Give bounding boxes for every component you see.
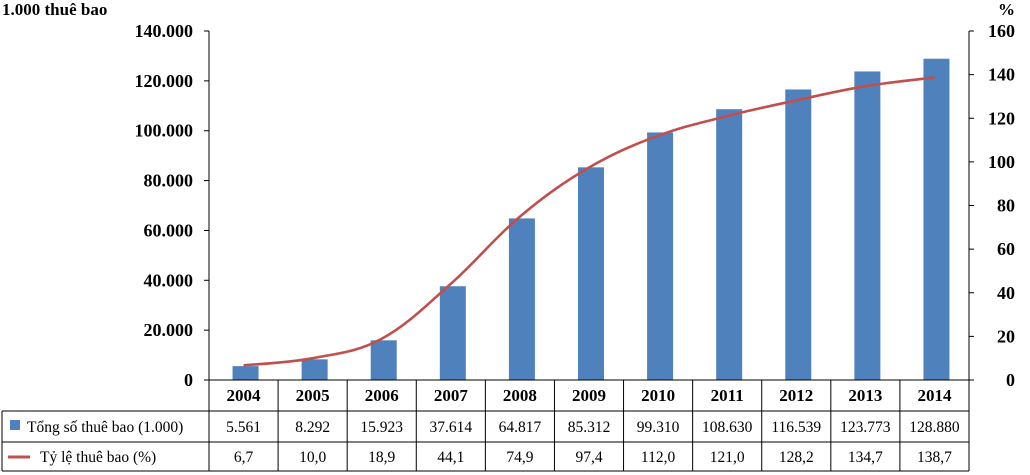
data-label-subscribers-2008: 64.817	[499, 419, 542, 436]
left-tick-label: 0	[184, 370, 193, 390]
left-tick-label: 140.000	[135, 21, 194, 41]
category-label-2011: 2011	[711, 386, 744, 405]
data-label-subscribers-2011: 108.630	[702, 419, 753, 436]
data-label-rate-2006: 18,9	[368, 449, 395, 466]
bar-2014	[923, 58, 950, 380]
bar-2007	[439, 286, 466, 380]
data-label-subscribers-2005: 8.292	[295, 419, 330, 436]
bar-2006	[370, 340, 397, 380]
data-label-subscribers-2013: 123.773	[840, 419, 891, 436]
right-tick-label: 80	[997, 196, 1015, 216]
left-tick-label: 40.000	[144, 270, 194, 290]
data-label-rate-2010: 112,0	[641, 449, 676, 466]
bar-2009	[578, 167, 604, 380]
category-label-2012: 2012	[779, 386, 813, 405]
right-tick-label: 120	[988, 108, 1015, 128]
category-label-2013: 2013	[848, 386, 882, 405]
data-label-subscribers-2007: 37.614	[430, 419, 473, 436]
right-tick-label: 100	[988, 152, 1015, 172]
left-tick-label: 100.000	[135, 121, 194, 141]
left-tick-label: 60.000	[144, 220, 194, 240]
bar-2008	[508, 218, 535, 380]
bar-2005	[301, 359, 328, 380]
right-tick-label: 140	[988, 65, 1015, 85]
data-label-rate-2012: 128,2	[779, 449, 814, 466]
category-label-2004: 2004	[227, 386, 262, 405]
right-tick-label: 160	[988, 21, 1015, 41]
data-label-rate-2014: 138,7	[917, 449, 952, 466]
data-label-rate-2009: 97,4	[575, 449, 602, 466]
bar-2011	[716, 109, 743, 380]
data-label-rate-2004: 6,7	[234, 449, 254, 466]
data-label-subscribers-2009: 85.312	[568, 419, 611, 436]
category-label-2014: 2014	[917, 386, 952, 405]
row-label-rate: Tỷ lệ thuê bao (%)	[40, 449, 156, 466]
right-tick-label: 0	[1006, 370, 1015, 390]
left-axis-title: 1.000 thuê bao	[2, 0, 107, 19]
category-label-2005: 2005	[296, 386, 330, 405]
line-series-rate	[243, 76, 935, 367]
category-label-2008: 2008	[503, 386, 537, 405]
data-label-subscribers-2004: 5.561	[226, 419, 261, 436]
right-axis-title: %	[998, 0, 1015, 19]
left-tick-label: 120.000	[135, 71, 194, 91]
right-tick-label: 60	[997, 239, 1015, 259]
category-label-2006: 2006	[365, 386, 399, 405]
legend-key-subscribers	[10, 420, 20, 430]
category-label-2007: 2007	[434, 386, 469, 405]
category-label-2009: 2009	[572, 386, 606, 405]
bar-2012	[785, 89, 812, 380]
bar-2013	[854, 71, 881, 380]
data-label-rate-2013: 134,7	[848, 449, 883, 466]
data-label-subscribers-2012: 116.539	[771, 419, 821, 436]
right-tick-label: 20	[997, 326, 1015, 346]
category-label-2010: 2010	[641, 386, 675, 405]
row-label-subscribers: Tổng số thuê bao (1.000)	[27, 419, 183, 436]
data-label-subscribers-2014: 128.880	[909, 419, 960, 436]
data-label-rate-2005: 10,0	[299, 449, 326, 466]
data-label-rate-2011: 121,0	[710, 449, 745, 466]
data-label-subscribers-2010: 99.310	[637, 419, 680, 436]
data-label-rate-2007: 44,1	[437, 449, 464, 466]
bar-2004	[232, 366, 259, 380]
left-tick-label: 20.000	[144, 320, 194, 340]
data-label-rate-2008: 74,9	[506, 449, 533, 466]
data-label-subscribers-2006: 15.923	[360, 419, 403, 436]
right-tick-label: 40	[997, 283, 1015, 303]
bar-2010	[647, 132, 674, 380]
left-tick-label: 80.000	[144, 171, 194, 191]
